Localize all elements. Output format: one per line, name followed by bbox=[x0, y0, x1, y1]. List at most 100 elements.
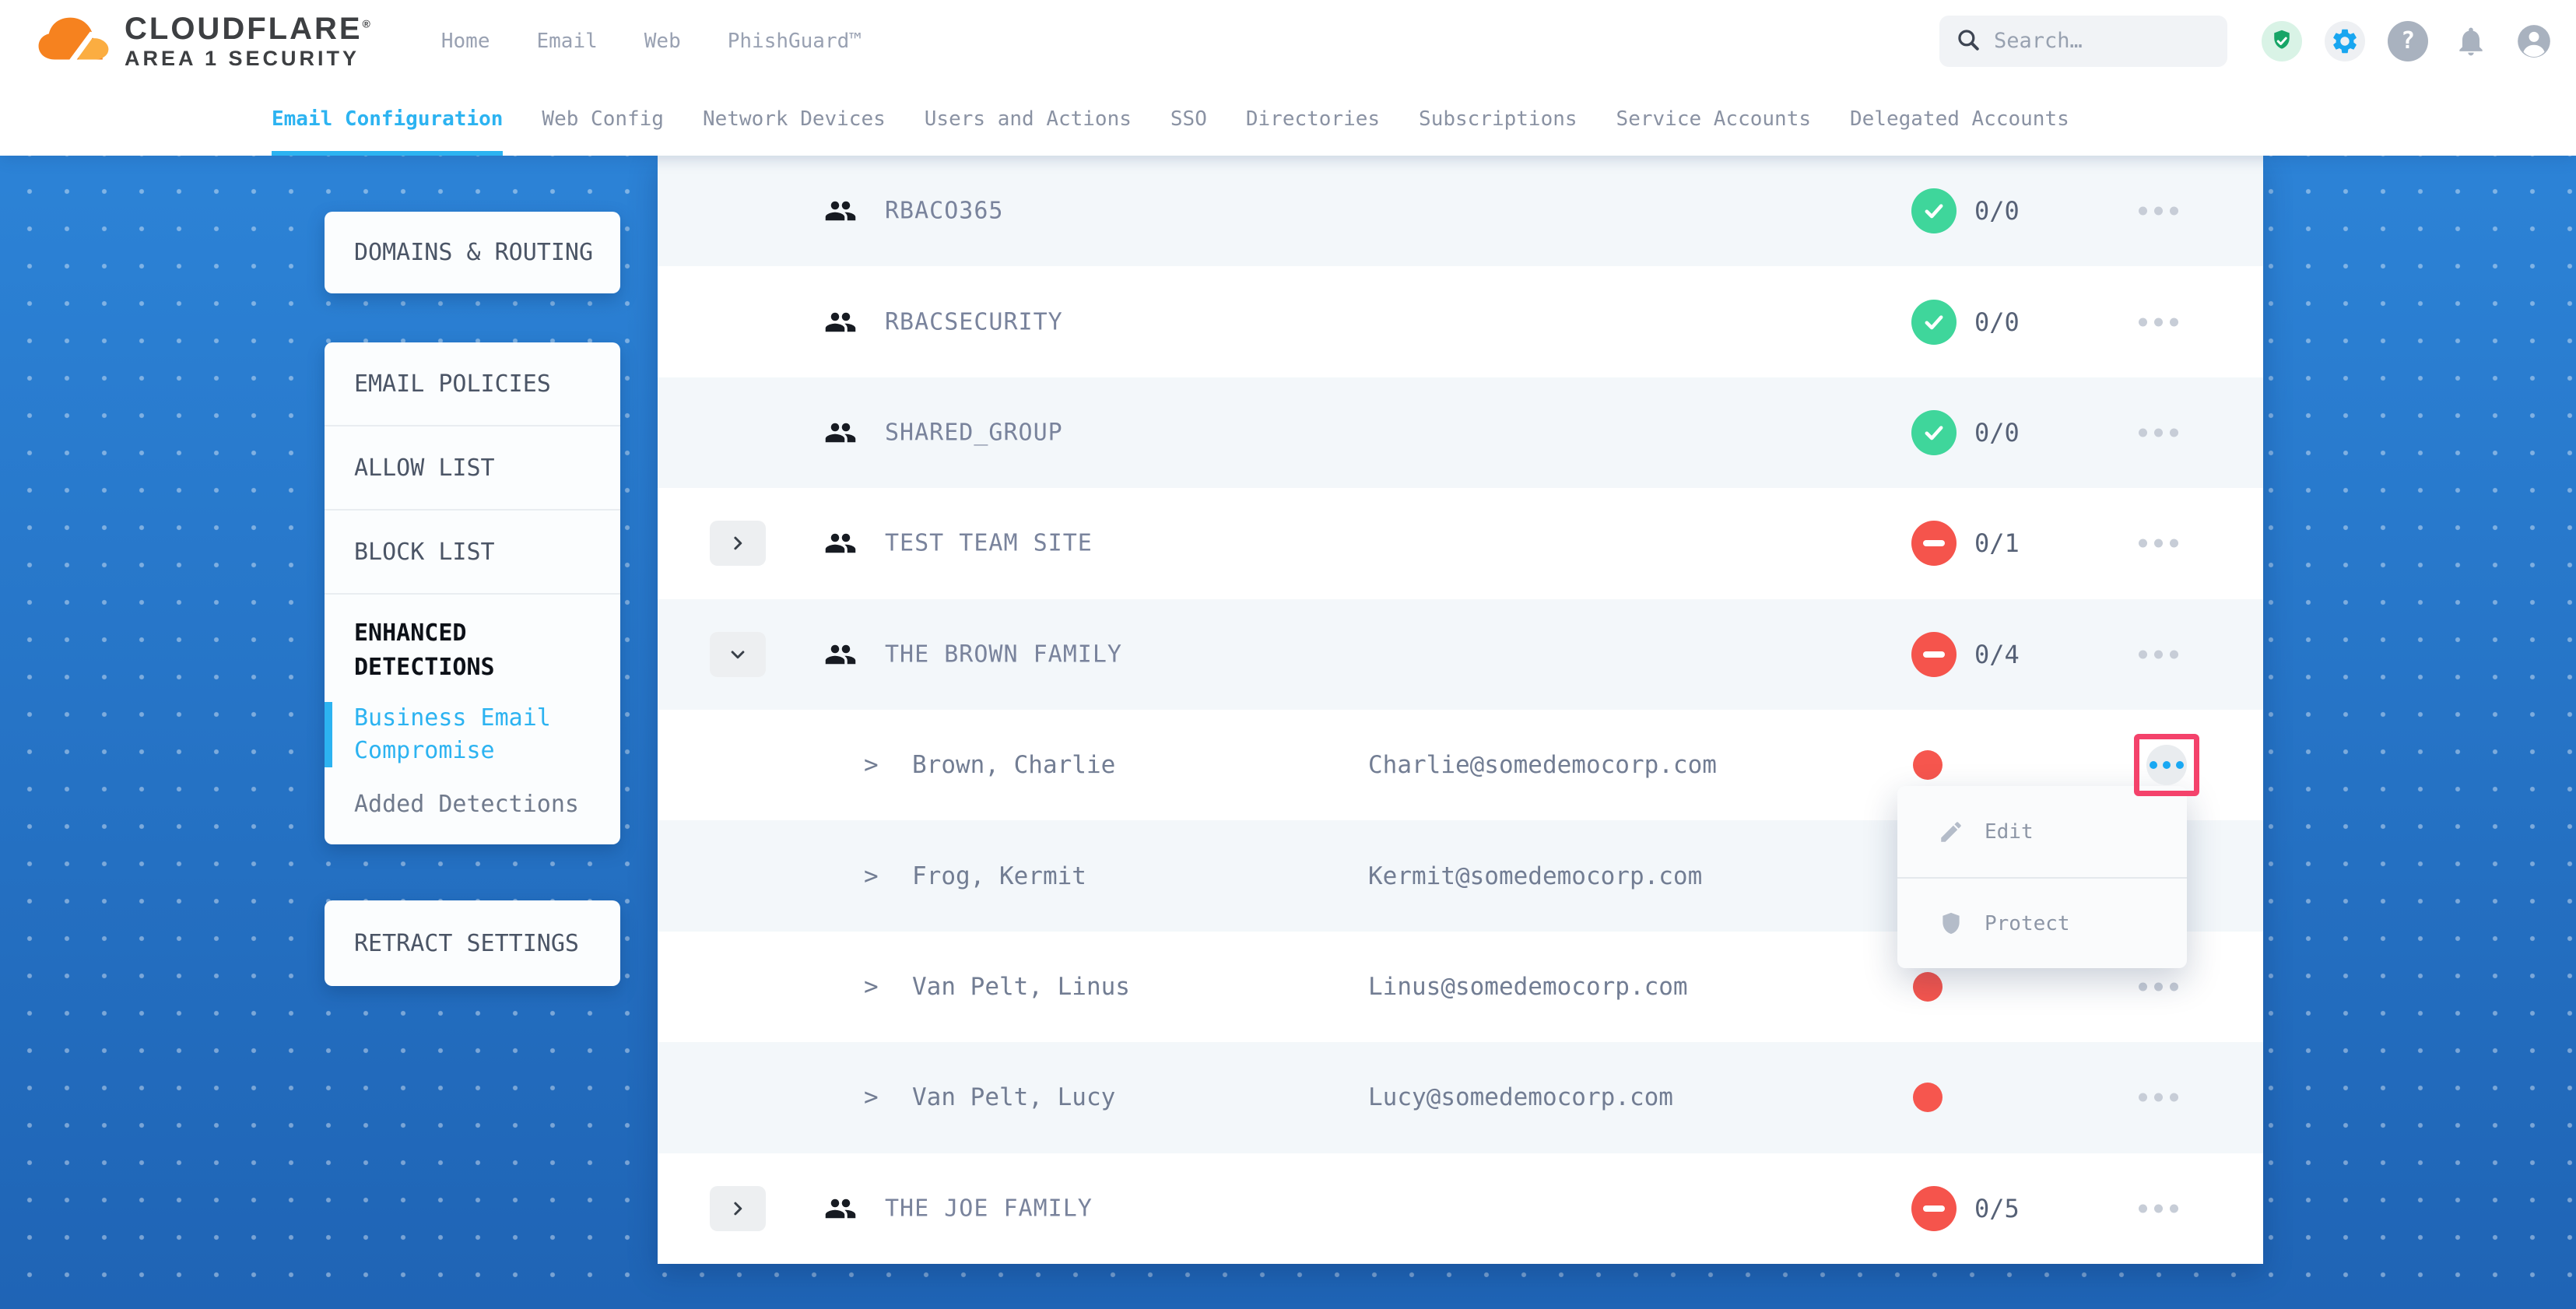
search-input[interactable] bbox=[1994, 29, 2196, 53]
nav-item-home[interactable]: Home bbox=[440, 29, 490, 53]
notifications-bell-icon[interactable] bbox=[2451, 21, 2491, 61]
shield-icon bbox=[1938, 911, 1964, 937]
tab-service-accounts[interactable]: Service Accounts bbox=[1616, 107, 1811, 131]
row-actions-ellipsis[interactable] bbox=[2139, 1093, 2178, 1102]
row-context-menu: Edit Protect bbox=[1897, 786, 2187, 968]
settings-gear-icon[interactable] bbox=[2325, 20, 2365, 61]
member-name: Brown, Charlie bbox=[912, 751, 1116, 780]
nav-item-email[interactable]: Email bbox=[536, 29, 598, 53]
row-actions-ellipsis-active[interactable] bbox=[2146, 745, 2187, 786]
brand-name: CLOUDFLARE® bbox=[125, 11, 373, 46]
nav-item-phishguard[interactable]: PhishGuard™ bbox=[727, 29, 862, 53]
main-nav: Home Email Web PhishGuard™ bbox=[441, 30, 862, 53]
protected-count: 0/0 bbox=[1974, 307, 2020, 337]
top-chrome: CLOUDFLARE® AREA 1 SECURITY Home Email W… bbox=[0, 0, 2576, 156]
pencil-icon bbox=[1938, 819, 1964, 845]
sidebar-item-domains-routing[interactable]: DOMAINS & ROUTING bbox=[354, 239, 594, 266]
sidebar-item-block-list[interactable]: BLOCK LIST bbox=[325, 511, 620, 595]
menu-item-label: Protect bbox=[1985, 911, 2070, 935]
member-marker: > bbox=[864, 1083, 879, 1112]
protected-count: 0/0 bbox=[1974, 417, 2020, 447]
member-email: Linus@somedemocorp.com bbox=[1368, 972, 1688, 1001]
status-check-icon bbox=[1911, 188, 1957, 234]
status-minus-icon bbox=[1911, 1185, 1957, 1231]
sidebar-item-email-policies[interactable]: EMAIL POLICIES bbox=[325, 342, 620, 426]
sidebar-item-business-email-compromise[interactable]: Business Email Compromise bbox=[325, 702, 581, 767]
member-name: Van Pelt, Lucy bbox=[912, 1083, 1116, 1112]
sidebar-section-enhanced-detections: ENHANCED DETECTIONS bbox=[354, 619, 495, 681]
menu-item-label: Edit bbox=[1985, 819, 2034, 844]
table-row: SHARED_GROUP 0/0 bbox=[658, 377, 2263, 489]
status-dot bbox=[1913, 971, 1943, 1002]
search-icon bbox=[1955, 26, 1981, 56]
tab-sso[interactable]: SSO bbox=[1170, 107, 1207, 131]
status-dot bbox=[1913, 1083, 1943, 1113]
menu-item-edit[interactable]: Edit bbox=[1897, 786, 2187, 877]
tab-network-devices[interactable]: Network Devices bbox=[702, 107, 886, 131]
logo-text: CLOUDFLARE® AREA 1 SECURITY bbox=[125, 12, 373, 69]
row-actions-ellipsis[interactable] bbox=[2139, 982, 2178, 991]
header-icons: ? bbox=[2262, 20, 2554, 61]
row-actions-ellipsis[interactable] bbox=[2139, 539, 2178, 548]
status-minus-icon bbox=[1911, 631, 1957, 677]
tab-subscriptions[interactable]: Subscriptions bbox=[1419, 107, 1578, 131]
row-actions-ellipsis[interactable] bbox=[2139, 206, 2178, 216]
protected-count: 0/5 bbox=[1974, 1193, 2020, 1223]
table-row: RBACO365 0/0 bbox=[658, 156, 2263, 267]
collapse-row-button[interactable] bbox=[710, 631, 766, 677]
cloudflare-logo[interactable]: CLOUDFLARE® AREA 1 SECURITY bbox=[33, 12, 373, 70]
sidebar-card-policies: EMAIL POLICIES ALLOW LIST BLOCK LIST ENH… bbox=[325, 342, 620, 844]
row-actions-ellipsis[interactable] bbox=[2139, 428, 2178, 437]
shield-check-icon[interactable] bbox=[2262, 20, 2302, 61]
group-name: TEST TEAM SITE bbox=[885, 529, 1093, 557]
registered-mark: ® bbox=[362, 17, 373, 30]
protected-count: 0/1 bbox=[1974, 528, 2020, 559]
group-people-icon bbox=[824, 638, 857, 671]
table-row: TEST TEAM SITE 0/1 bbox=[658, 488, 2263, 599]
account-icon[interactable] bbox=[2514, 21, 2554, 61]
tab-users-and-actions[interactable]: Users and Actions bbox=[924, 107, 1132, 131]
tab-delegated-accounts[interactable]: Delegated Accounts bbox=[1850, 107, 2069, 131]
product-name: AREA 1 SECURITY bbox=[125, 46, 360, 70]
row-actions-ellipsis[interactable] bbox=[2139, 1204, 2178, 1213]
member-marker: > bbox=[864, 751, 879, 780]
status-minus-icon bbox=[1911, 521, 1957, 567]
protected-count: 0/4 bbox=[1974, 639, 2020, 669]
member-name: Van Pelt, Linus bbox=[912, 972, 1130, 1001]
top-bar: CLOUDFLARE® AREA 1 SECURITY Home Email W… bbox=[0, 0, 2576, 82]
group-name: RBACO365 bbox=[885, 197, 1004, 225]
sidebar-item-retract-settings[interactable]: RETRACT SETTINGS bbox=[354, 929, 579, 957]
status-check-icon bbox=[1911, 299, 1957, 345]
help-icon[interactable]: ? bbox=[2388, 20, 2428, 61]
group-people-icon bbox=[824, 1192, 857, 1225]
config-tabs: Email Configuration Web Config Network D… bbox=[0, 82, 2576, 156]
group-people-icon bbox=[824, 195, 857, 227]
group-people-icon bbox=[824, 416, 857, 449]
group-name: THE BROWN FAMILY bbox=[885, 640, 1122, 669]
expand-row-button[interactable] bbox=[710, 521, 766, 567]
menu-item-protect[interactable]: Protect bbox=[1897, 877, 2187, 968]
tab-email-configuration[interactable]: Email Configuration bbox=[272, 82, 504, 156]
table-row: THE BROWN FAMILY 0/4 bbox=[658, 598, 2263, 710]
member-marker: > bbox=[864, 862, 879, 890]
search-box[interactable] bbox=[1939, 15, 2227, 67]
nav-item-web[interactable]: Web bbox=[644, 29, 681, 53]
status-check-icon bbox=[1911, 409, 1957, 455]
member-marker: > bbox=[864, 972, 879, 1001]
tab-directories[interactable]: Directories bbox=[1245, 107, 1381, 131]
row-actions-ellipsis[interactable] bbox=[2139, 318, 2178, 327]
sidebar-card-domains: DOMAINS & ROUTING bbox=[325, 212, 620, 293]
member-email: Kermit@somedemocorp.com bbox=[1368, 862, 1703, 890]
tab-web-config[interactable]: Web Config bbox=[542, 107, 664, 131]
table-row: RBACSECURITY 0/0 bbox=[658, 266, 2263, 377]
protected-count: 0/0 bbox=[1974, 196, 2020, 226]
group-name: SHARED_GROUP bbox=[885, 419, 1063, 447]
sidebar-item-added-detections[interactable]: Added Detections bbox=[354, 791, 579, 818]
row-actions-ellipsis[interactable] bbox=[2139, 650, 2178, 659]
groups-table: RBACO365 0/0 RBACSECURITY 0/0 SHARED_GRO… bbox=[658, 156, 2263, 1264]
cloudflare-cloud-icon bbox=[33, 12, 114, 70]
group-name: THE JOE FAMILY bbox=[885, 1195, 1093, 1223]
expand-row-button[interactable] bbox=[710, 1185, 766, 1231]
sidebar-item-allow-list[interactable]: ALLOW LIST bbox=[325, 426, 620, 511]
